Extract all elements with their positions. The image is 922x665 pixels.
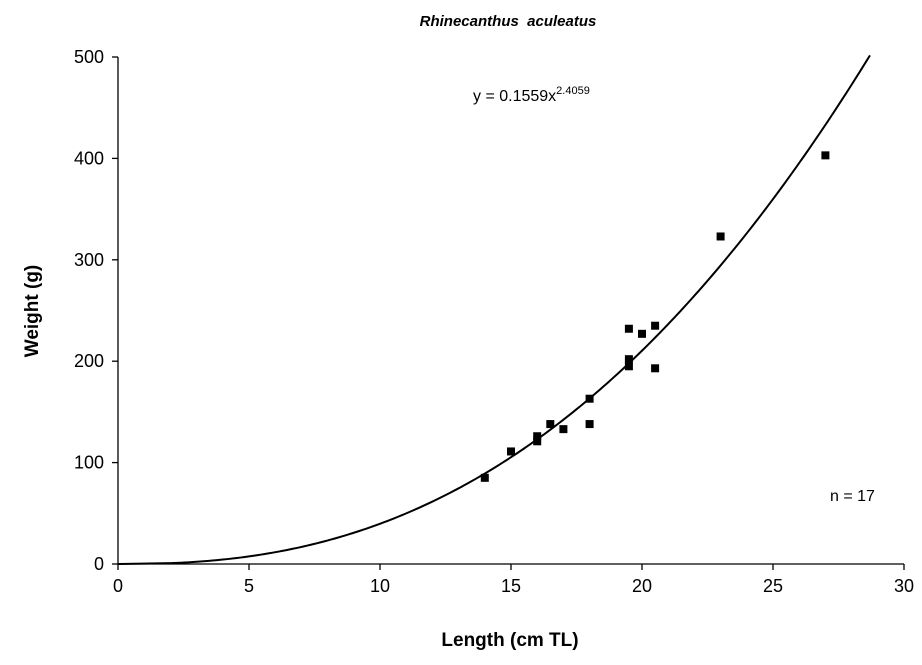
fit-curve-baseline [117,562,171,565]
y-tick-label: 400 [74,148,104,168]
data-point [624,355,633,364]
x-tick-label: 5 [244,576,254,596]
data-point [624,324,633,333]
y-tick-label: 0 [94,554,104,574]
x-tick-label: 20 [632,576,652,596]
data-point [533,432,542,441]
data-point [651,364,660,373]
fit-curve [170,54,871,565]
x-tick-label: 30 [894,576,914,596]
x-tick-label: 0 [113,576,123,596]
data-point [638,329,646,338]
data-point [507,447,515,456]
y-axis-label: Weight (g) [22,265,43,358]
y-tick-label: 100 [74,453,104,473]
x-axis-label: Length (cm TL) [441,630,578,651]
chart-title: Rhinecanthus aculeatus [420,13,597,30]
data-point [585,394,594,403]
fit-equation: y = 0.1559x2.4059 [473,85,590,105]
data-point [546,420,555,429]
data-point [480,473,489,482]
data-point [559,425,568,434]
data-point [821,151,830,160]
fit-equation-exponent: 2.4059 [556,85,590,97]
fit-curve-layer [117,54,871,565]
x-tick-label: 10 [370,576,390,596]
y-tick-label: 200 [74,351,104,371]
x-tick-label: 15 [501,576,521,596]
fit-equation-base: y = 0.1559x [473,88,556,105]
data-point [716,232,725,241]
sample-size-label: n = 17 [830,488,875,505]
y-tick-label: 300 [74,250,104,270]
data-points-layer [480,151,830,482]
y-tick-label: 500 [74,47,104,67]
data-point [624,362,633,371]
x-tick-label: 25 [763,576,783,596]
data-point [651,321,660,330]
data-point [533,437,542,446]
data-point [585,420,594,429]
